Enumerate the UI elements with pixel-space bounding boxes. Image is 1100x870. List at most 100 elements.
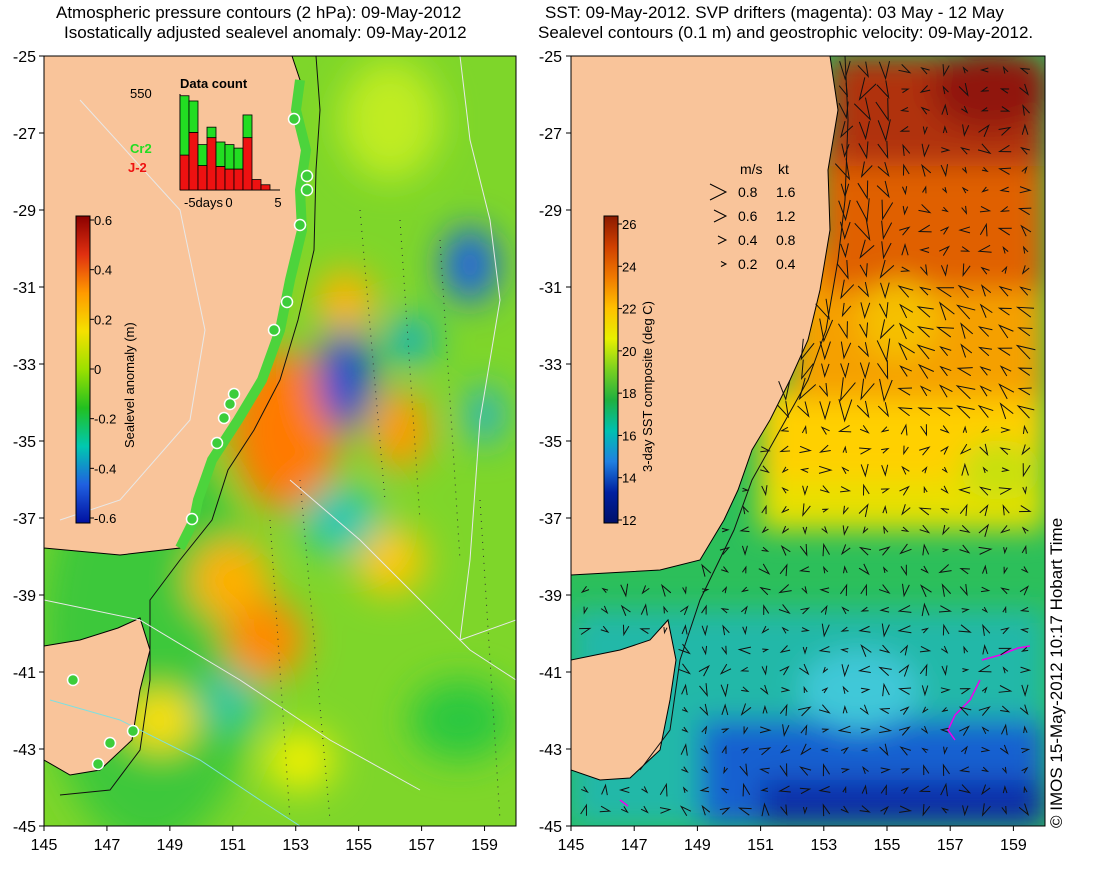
- bar-j2: [179, 154, 190, 191]
- bar-j2: [188, 131, 199, 191]
- velocity-ms-value: 0.6: [738, 208, 758, 224]
- colorbar-tick-label: 24: [622, 259, 636, 274]
- bar-j2: [233, 168, 244, 191]
- x-tick-label: 147: [94, 837, 121, 854]
- velocity-scale-arrow: [713, 209, 728, 223]
- inset-x-tick-label: 0: [225, 195, 232, 210]
- y-tick-label: -33: [539, 357, 562, 374]
- y-tick-label: -31: [13, 280, 36, 297]
- colorbar-tick-label: 16: [622, 428, 636, 443]
- x-tick-label: 157: [408, 837, 435, 854]
- bar-cr2: [206, 126, 217, 139]
- bar-j2: [206, 137, 217, 191]
- velocity-kt-value: 0.4: [776, 256, 796, 272]
- bar-j2: [197, 165, 208, 191]
- velocity-scale-arrow: [709, 183, 728, 201]
- velocity-scale-arrow: [717, 235, 728, 245]
- bar-cr2: [197, 144, 208, 166]
- velocity-ms-value: 0.4: [738, 232, 758, 248]
- y-tick-label: -33: [13, 357, 36, 374]
- x-tick-label: 145: [31, 837, 58, 854]
- inset-x-tick-label: 5: [274, 195, 281, 210]
- left-title-line1: Atmospheric pressure contours (2 hPa): 0…: [56, 3, 462, 22]
- velocity-kt-value: 1.2: [776, 208, 796, 224]
- velocity-ms-value: 0.8: [738, 184, 758, 200]
- y-tick-label: -31: [539, 280, 562, 297]
- colorbar-tick-label: -0.4: [94, 461, 116, 476]
- velocity-ms-value: 0.2: [738, 256, 758, 272]
- sla-colorbar: 0.6 0.4 0.2 0 -0.2 -0.4 -0.6 Sealevel anomaly …: [75, 213, 137, 526]
- x-tick-label: 159: [471, 837, 498, 854]
- inset-ymax-label: 550: [130, 86, 152, 101]
- y-tick-label: -39: [539, 588, 562, 605]
- y-tick-label: -29: [539, 203, 562, 220]
- y-tick-label: -39: [13, 588, 36, 605]
- colorbar-tick-label: 12: [622, 513, 636, 528]
- x-tick-label: 149: [684, 837, 711, 854]
- bar-cr2: [233, 147, 244, 170]
- sealevel-anomaly-map: [44, 56, 516, 826]
- velocity-scale-arrow: [720, 261, 728, 267]
- x-tick-label: 153: [810, 837, 837, 854]
- inset-title: Data count: [180, 76, 248, 91]
- colorbar-tick-label: -0.2: [94, 412, 116, 427]
- x-tick-label: 159: [1000, 837, 1027, 854]
- colorbar-tick-label: 0: [94, 362, 101, 377]
- colorbar-tick-label: 0.6: [94, 213, 112, 228]
- bar-cr2: [179, 95, 190, 156]
- legend-cr2: Cr2: [130, 141, 152, 156]
- velocity-header-ms: m/s: [740, 161, 763, 177]
- bar-j2: [215, 166, 226, 191]
- x-tick-label: 153: [282, 837, 309, 854]
- y-tick-label: -35: [13, 434, 36, 451]
- x-tick-label: 157: [937, 837, 964, 854]
- colorbar-tick-label: 0.4: [94, 263, 112, 278]
- bar-cr2: [188, 100, 199, 133]
- inset-x-tick-label: -5days: [184, 195, 224, 210]
- sla-colorbar-label: Sealevel anomaly (m): [122, 322, 137, 448]
- colorbar-tick-label: -0.6: [94, 511, 116, 526]
- left-title-line2: Isostatically adjusted sealevel anomaly:…: [64, 23, 467, 42]
- bar-cr2: [215, 141, 226, 167]
- y-tick-label: -25: [539, 49, 562, 66]
- x-tick-label: 155: [874, 837, 901, 854]
- y-tick-label: -35: [539, 434, 562, 451]
- x-tick-label: 149: [157, 837, 184, 854]
- bar-cr2: [242, 114, 253, 139]
- colorbar-tick-label: 20: [622, 344, 636, 359]
- legend-j2: J-2: [128, 160, 147, 175]
- velocity-header-kt: kt: [778, 161, 789, 177]
- colorbar-tick-label: 0.2: [94, 312, 112, 327]
- y-tick-label: -27: [539, 126, 562, 143]
- colorbar-tick-label: 14: [622, 471, 636, 486]
- x-tick-label: 151: [747, 837, 774, 854]
- y-tick-label: -41: [539, 665, 562, 682]
- bar-j2: [224, 168, 235, 191]
- colorbar-tick-label: 18: [622, 386, 636, 401]
- y-tick-label: -45: [539, 819, 562, 836]
- y-tick-label: -37: [13, 511, 36, 528]
- sst-colorbar: 26 24 22 20 18 16 14 12 3-day SST composite (de…: [603, 215, 655, 528]
- velocity-legend: m/s kt 0.8 1.6 0.6 1.2 0.4 0.8 0.2 0.4: [709, 161, 796, 272]
- bar-j2: [260, 184, 271, 191]
- right-title-line2: Sealevel contours (0.1 m) and geostrophi…: [538, 23, 1034, 42]
- y-tick-label: -27: [13, 126, 36, 143]
- y-tick-label: -43: [13, 742, 36, 759]
- bar-j2: [242, 137, 253, 191]
- bar-j2: [251, 179, 262, 191]
- velocity-arrows: [579, 60, 1036, 817]
- y-tick-label: -41: [13, 665, 36, 682]
- x-tick-label: 145: [558, 837, 585, 854]
- sst-colorbar-label: 3-day SST composite (deg C): [640, 301, 655, 472]
- velocity-kt-value: 0.8: [776, 232, 796, 248]
- velocity-kt-value: 1.6: [776, 184, 796, 200]
- colorbar-tick-label: 26: [622, 217, 636, 232]
- x-tick-label: 147: [621, 837, 648, 854]
- colorbar-tick-label: 22: [622, 302, 636, 317]
- right-title-line1: SST: 09-May-2012. SVP drifters (magenta)…: [545, 3, 1004, 22]
- data-count-inset: Data count 550 Cr2 J-2: [128, 76, 280, 191]
- bar-cr2: [224, 144, 235, 170]
- y-tick-label: -43: [539, 742, 562, 759]
- x-tick-label: 155: [345, 837, 372, 854]
